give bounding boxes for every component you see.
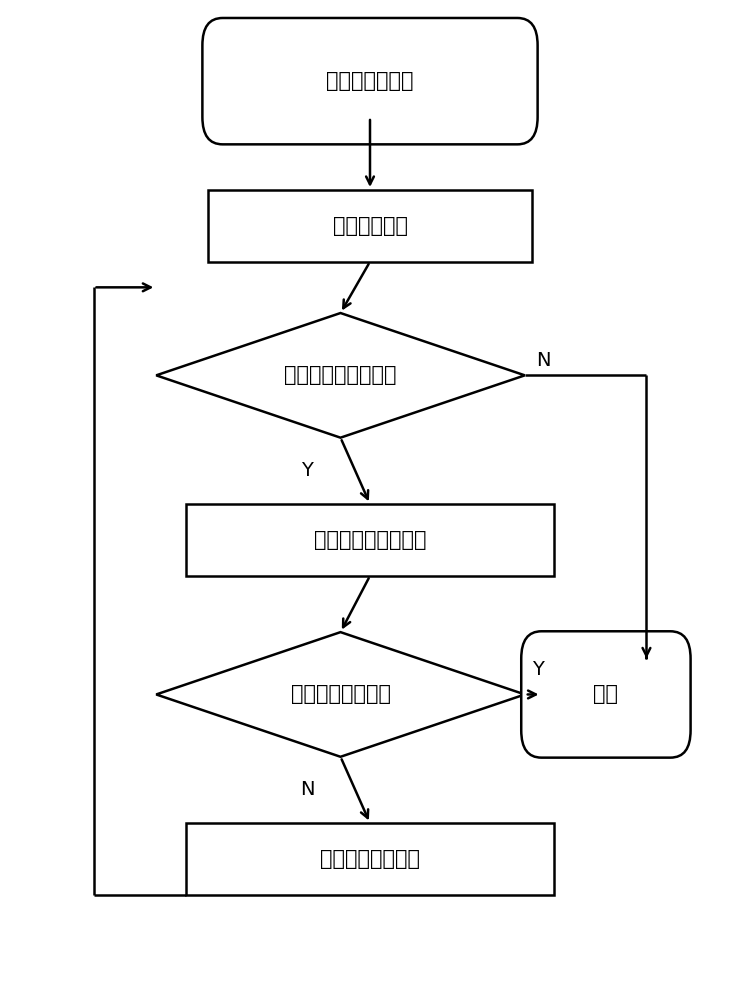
Text: N: N — [300, 780, 314, 799]
Bar — [186, 504, 554, 576]
FancyBboxPatch shape — [202, 18, 538, 144]
Bar — [208, 190, 532, 262]
Text: 误差指标满足要求: 误差指标满足要求 — [291, 684, 391, 704]
Text: 网络参数初始化: 网络参数初始化 — [326, 71, 414, 91]
Text: N: N — [536, 351, 551, 370]
Bar — [186, 823, 554, 895]
Text: Y: Y — [301, 461, 313, 480]
Polygon shape — [156, 632, 525, 757]
Text: 训练次数＜设定次数: 训练次数＜设定次数 — [284, 365, 397, 385]
Text: Y: Y — [532, 660, 544, 679]
FancyBboxPatch shape — [521, 631, 690, 758]
Text: 前向计算各层级输出: 前向计算各层级输出 — [314, 530, 426, 550]
Polygon shape — [156, 313, 525, 438]
Text: 输入训练样本: 输入训练样本 — [332, 216, 408, 236]
Text: 结束: 结束 — [593, 684, 619, 704]
Text: 反向传播更新参数: 反向传播更新参数 — [320, 849, 420, 869]
